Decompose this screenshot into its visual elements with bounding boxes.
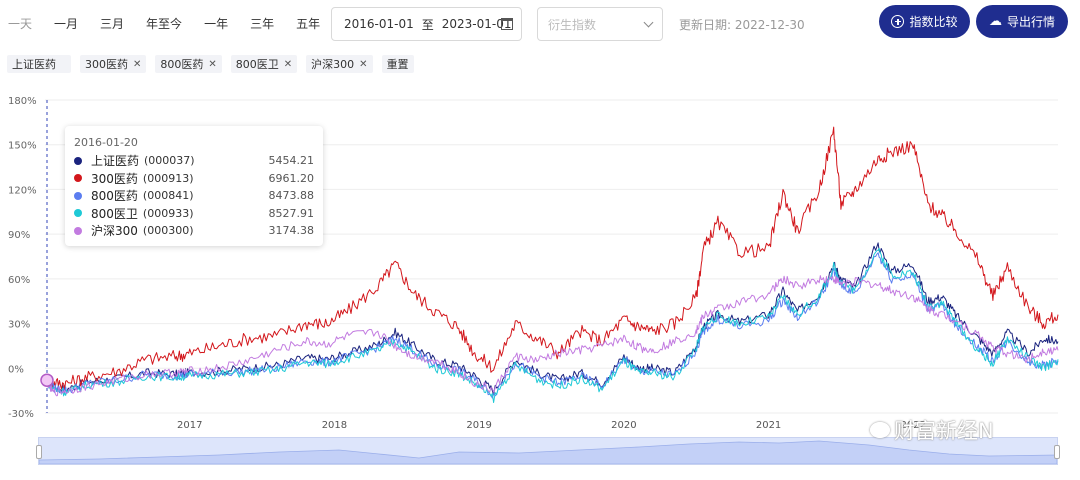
x-tick-label: 2022	[901, 420, 926, 431]
compare-button-label: 指数比较	[909, 15, 958, 29]
chip-300-pharma[interactable]: 300医药 ✕	[80, 55, 147, 73]
tooltip-series-name: 沪深300	[91, 224, 138, 239]
series-line	[44, 126, 1059, 391]
range-tab-ytd[interactable]: 年至今	[146, 17, 183, 31]
tooltip-series-value: 3174.38	[268, 224, 315, 238]
derived-index-placeholder: 衍生指数	[548, 17, 597, 32]
range-tab-5y[interactable]: 五年	[296, 17, 321, 31]
navigator-handle-left[interactable]	[36, 445, 42, 459]
tooltip-series-name: 800医卫	[91, 206, 138, 221]
tooltip-row: 上证医药 (000037) 5454.21	[74, 152, 314, 170]
tooltip-series-code: (000913)	[142, 171, 194, 185]
series-line	[44, 242, 1059, 396]
x-tick-label: 2018	[322, 420, 347, 431]
tooltip-series-name: 800医药	[91, 189, 138, 204]
legend-dot	[74, 226, 82, 235]
tooltip-series-code: (000933)	[142, 206, 194, 220]
range-navigator[interactable]	[36, 437, 1060, 465]
chart-tooltip: 2016-01-20 上证医药 (000037) 5454.21 300医药 (0009…	[65, 126, 323, 246]
chip-sse-pharma[interactable]: 上证医药	[7, 55, 71, 73]
navigator-handle-right[interactable]	[1054, 445, 1060, 459]
legend-dot	[74, 209, 82, 218]
export-button-label: 导出行情	[1006, 15, 1055, 29]
update-date: 更新日期: 2022-12-30	[679, 18, 805, 32]
y-tick-label: 0%	[8, 364, 24, 375]
date-range-picker[interactable]: 2016-01-01 至 2023-01-01	[331, 7, 522, 41]
x-tick-label: 2019	[466, 420, 491, 431]
range-tabs: 一天 一月 三月 年至今 一年 三年 五年	[8, 15, 342, 32]
calendar-icon[interactable]	[501, 18, 513, 30]
chip-800-health[interactable]: 800医卫 ✕	[230, 55, 298, 73]
hover-marker	[40, 373, 54, 387]
series-line	[44, 275, 1059, 397]
tooltip-series-value: 6961.20	[268, 171, 315, 185]
x-tick-label: 2017	[177, 420, 202, 431]
y-tick-label: 90%	[8, 230, 30, 241]
wechat-icon	[870, 422, 890, 438]
watermark: 财富新经N	[870, 415, 994, 445]
y-tick-label: 30%	[8, 320, 30, 331]
close-icon[interactable]: ✕	[283, 58, 293, 70]
range-tab-3y[interactable]: 三年	[250, 17, 275, 31]
toolbar: 一天 一月 三月 年至今 一年 三年 五年 2016-01-01 至 2023-…	[0, 0, 1080, 48]
series-line	[44, 247, 1059, 403]
derived-index-select[interactable]: 衍生指数	[537, 7, 663, 41]
chip-csi300[interactable]: 沪深300 ✕	[306, 55, 373, 73]
index-chips: 上证医药 300医药 ✕ 800医药 ✕ 800医卫 ✕ 沪深300 ✕ 重置	[7, 55, 423, 73]
chevron-down-icon	[643, 17, 654, 28]
line-chart[interactable]: -30% 0% 30% 60% 90% 120% 150% 180% 2017 2018 2019 2…	[0, 90, 1080, 435]
range-tab-1d[interactable]: 一天	[8, 17, 33, 31]
tooltip-row: 沪深300 (000300) 3174.38	[74, 222, 314, 240]
legend-dot	[74, 174, 82, 183]
legend-dot	[74, 191, 82, 200]
navigator-sparkline	[39, 440, 1057, 464]
chip-800-pharma[interactable]: 800医药 ✕	[155, 55, 222, 73]
y-tick-label: 60%	[8, 275, 30, 286]
y-tick-label: 120%	[8, 185, 37, 196]
date-start[interactable]: 2016-01-01	[344, 17, 414, 31]
tooltip-date: 2016-01-20	[74, 136, 138, 149]
tooltip-series-value: 5454.21	[268, 154, 315, 168]
compare-button[interactable]: 指数比较	[879, 5, 970, 38]
close-icon[interactable]: ✕	[133, 58, 142, 70]
export-button[interactable]: ☁ 导出行情	[976, 5, 1068, 38]
range-tab-1y[interactable]: 一年	[204, 17, 229, 31]
tooltip-series-code: (000037)	[144, 154, 195, 168]
tooltip-series-value: 8527.91	[268, 206, 315, 220]
y-tick-label: 150%	[8, 141, 37, 152]
x-tick-label: 2021	[756, 420, 781, 431]
tooltip-series-code: (000841)	[142, 189, 194, 203]
date-separator: 至	[421, 17, 434, 32]
reset-button[interactable]: 重置	[381, 55, 414, 73]
range-tab-3m[interactable]: 三月	[100, 17, 125, 31]
y-tick-label: 180%	[8, 96, 37, 107]
x-tick-label: 2020	[611, 420, 636, 431]
close-icon[interactable]: ✕	[208, 58, 217, 70]
tooltip-row: 300医药 (000913) 6961.20	[74, 170, 314, 188]
y-tick-label: -30%	[8, 409, 34, 420]
tooltip-row: 800医药 (000841) 8473.88	[74, 187, 314, 205]
tooltip-series-code: (000300)	[142, 224, 194, 238]
tooltip-series-name: 300医药	[91, 171, 138, 186]
tooltip-series-name: 上证医药	[91, 154, 140, 169]
range-tab-1m[interactable]: 一月	[54, 17, 79, 31]
plus-circle-icon	[891, 15, 905, 28]
close-icon[interactable]: ✕	[359, 58, 368, 70]
date-end[interactable]: 2023-01-01	[441, 17, 512, 31]
tooltip-row: 800医卫 (000933) 8527.91	[74, 205, 314, 223]
cloud-upload-icon: ☁	[988, 14, 1002, 29]
legend-dot	[74, 156, 82, 165]
tooltip-series-value: 8473.88	[268, 189, 315, 203]
